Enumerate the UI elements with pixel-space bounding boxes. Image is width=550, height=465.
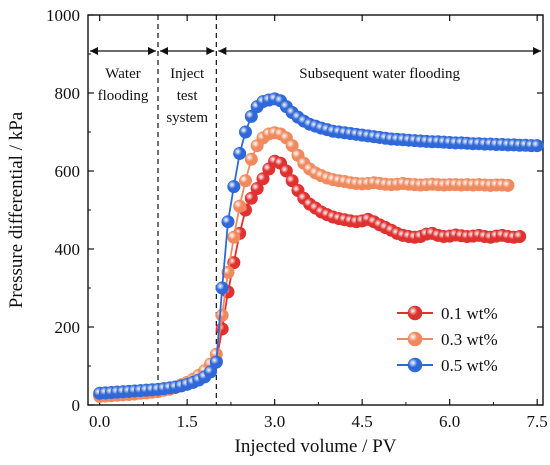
- stage-arrowhead-right: [533, 47, 541, 55]
- y-tick-label: 400: [55, 240, 81, 259]
- legend-marker: [407, 305, 423, 321]
- data-point: [530, 139, 544, 153]
- data-point: [279, 164, 293, 178]
- data-point: [244, 109, 258, 123]
- data-point: [250, 182, 264, 196]
- chart-marks: 0 200 400 600 800 1000 0.0 1.5 3.0 4.5 6.0 7.5 Injec…: [6, 6, 548, 457]
- stage-label-line: test: [177, 88, 199, 104]
- data-point: [239, 174, 253, 188]
- data-point: [239, 125, 253, 139]
- data-point: [221, 265, 235, 279]
- data-point: [285, 139, 299, 153]
- data-point: [227, 230, 241, 244]
- y-tick-label: 800: [55, 84, 81, 103]
- stage-arrowhead-left: [218, 47, 227, 55]
- legend-marker: [407, 331, 423, 347]
- data-point: [221, 215, 235, 229]
- y-axis-title: Pressure differential / kPa: [6, 111, 27, 308]
- stage-label-line: Subsequent water flooding: [299, 66, 460, 82]
- y-tick-label: 1000: [46, 6, 80, 25]
- y-tick-label: 200: [55, 318, 81, 337]
- x-tick-label: 7.5: [527, 412, 548, 431]
- stage-label-line: system: [166, 110, 208, 126]
- data-point: [204, 365, 218, 379]
- legend-entry: 0.5 wt%: [441, 356, 498, 375]
- stage-label-line: flooding: [98, 88, 149, 104]
- x-tick-label: 6.0: [439, 412, 460, 431]
- x-tick-label: 4.5: [352, 412, 373, 431]
- stage-label-line: Inject: [170, 66, 205, 82]
- x-tick-label: 0.0: [89, 412, 110, 431]
- x-axis-title: Injected volume / PV: [235, 436, 397, 457]
- x-tick-label: 1.5: [177, 412, 198, 431]
- legend-entry: 0.1 wt%: [441, 304, 498, 323]
- stage-arrowhead-right: [206, 47, 215, 55]
- data-point: [244, 191, 258, 205]
- stage-arrowhead-right: [148, 47, 156, 55]
- y-tick-label: 0: [72, 396, 81, 415]
- data-point: [215, 308, 229, 322]
- stage-arrowhead-left: [160, 47, 168, 55]
- data-point: [209, 355, 223, 369]
- data-point: [285, 174, 299, 188]
- stage-arrowhead-left: [90, 47, 98, 55]
- data-point: [227, 180, 241, 194]
- data-point: [501, 178, 515, 192]
- x-tick-label: 3.0: [264, 412, 285, 431]
- data-point: [215, 281, 229, 295]
- y-tick-label: 600: [55, 162, 81, 181]
- stage-label-line: Water: [105, 66, 140, 82]
- legend-entry: 0.3 wt%: [441, 330, 498, 349]
- data-point: [256, 172, 270, 186]
- legend: 0.1 wt% 0.3 wt% 0.5 wt%: [397, 304, 498, 375]
- legend-marker: [407, 357, 423, 373]
- series-0-5-wt-: [93, 92, 544, 400]
- data-point: [513, 230, 527, 244]
- data-point: [233, 199, 247, 213]
- data-point: [244, 152, 258, 166]
- data-point: [233, 146, 247, 160]
